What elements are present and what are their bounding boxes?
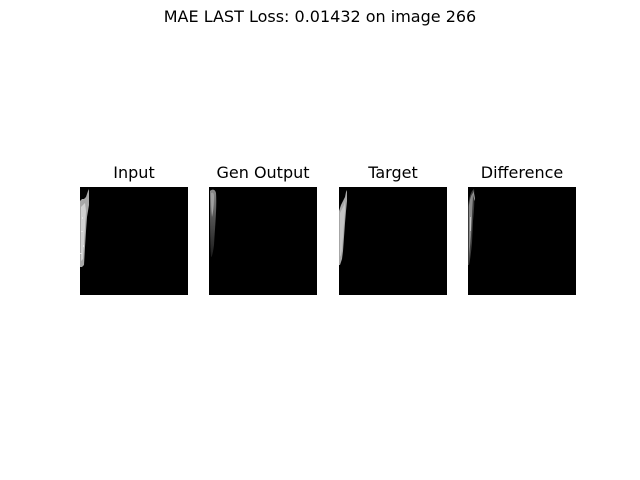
input-image (80, 187, 188, 295)
panel-title-gen-output: Gen Output (216, 163, 310, 182)
panel-title-target: Target (368, 163, 418, 182)
gen-output-image (209, 187, 317, 295)
figure-title: MAE LAST Loss: 0.01432 on image 266 (163, 7, 477, 26)
panel-title-input: Input (113, 163, 155, 182)
difference-image (468, 187, 576, 295)
panel-title-difference: Difference (480, 163, 564, 182)
target-image (339, 187, 447, 295)
